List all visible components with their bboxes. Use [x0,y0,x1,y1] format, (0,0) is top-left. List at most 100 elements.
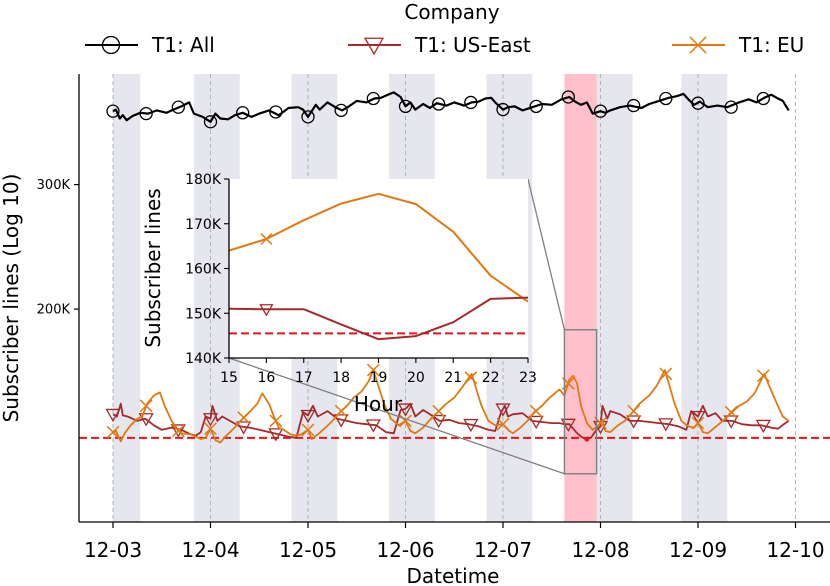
inset-x-tick-label: 19 [370,370,388,386]
inset-y-axis-label: Subscriber lines [141,188,165,347]
inset-x-tick-label: 16 [257,370,275,386]
series-marker-2 [724,405,738,419]
x-tick-label: 12-09 [669,538,727,562]
inset-x-tick-label: 21 [444,370,462,386]
legend-label-1: T1: US-East [414,33,531,57]
series-marker-1 [236,421,252,435]
series-marker-0 [561,90,575,104]
series-marker-2 [171,424,185,438]
legend-marker-1 [363,37,385,56]
inset-series-line-1 [229,296,528,341]
inset-series-group [229,192,528,341]
inset-series-marker-0 [260,233,273,245]
series-marker-2 [204,422,217,436]
zoom-connector [228,357,565,475]
zoom-box [563,329,598,475]
series-marker-0 [724,100,738,114]
series-marker-1 [626,415,642,429]
series-marker-2 [432,404,446,418]
series-marker-2 [334,404,348,418]
series-marker-0 [496,102,510,117]
series-marker-2 [301,423,315,437]
x-axis-label: Datetime [407,564,500,586]
series-marker-0 [171,100,185,114]
series-marker-2 [106,425,120,439]
inset-series-marker-1 [259,304,274,317]
series-marker-1 [431,414,447,429]
series-marker-1 [202,413,219,427]
x-tick-label: 12-03 [84,538,142,562]
inset-x-tick-label: 20 [407,370,425,386]
series-marker-0 [236,106,250,120]
series-marker-1 [300,409,316,424]
series-marker-2 [659,367,673,381]
series-marker-2 [366,363,380,377]
main-series-group [105,90,790,444]
inset-y-tick-label: 170K [185,217,222,233]
series-marker-0 [269,105,283,119]
series-marker-0 [398,99,413,114]
series-marker-1 [170,424,186,438]
legend-marker-0 [101,35,121,55]
series-marker-0 [691,96,705,110]
series-marker-1 [333,414,349,428]
series-marker-1 [397,403,414,417]
series-marker-0 [139,106,153,121]
series-marker-2 [496,417,510,431]
series-marker-2 [627,404,641,418]
inset-x-axis-label: Hour [354,392,403,416]
inset-series-line-0 [229,192,528,303]
x-tick-label: 12-05 [279,538,337,562]
legend-marker-2 [689,36,707,54]
series-marker-2 [237,411,251,424]
anomaly-point [584,436,590,442]
inset-y-tick-label: 150K [185,306,222,322]
series-marker-0 [529,99,543,114]
series-marker-0 [464,95,478,110]
series-marker-2 [464,371,478,385]
y-tick-label: 300K [37,178,71,193]
legend-label-2: T1: EU [738,33,804,57]
series-marker-1 [365,419,381,433]
series-marker-1 [105,408,121,423]
x-tick-label: 12-07 [474,538,532,562]
series-marker-1 [495,403,511,417]
series-marker-2 [139,399,153,413]
series-marker-1 [723,415,739,429]
series-marker-1 [268,428,284,442]
legend-title: Company [404,0,499,24]
series-marker-0 [106,104,120,118]
inset-group: 15 16 17 18 19 20 21 22 23 140K 150K 160K 170K 180K Ho… [141,172,537,416]
inset-x-tick-label: 17 [295,370,313,386]
series-marker-0 [203,115,218,129]
legend-label-0: T1: All [151,33,215,57]
series-marker-2 [269,414,283,428]
series-marker-1 [690,410,706,425]
inset-x-tick-label: 18 [332,370,350,386]
series-line-1 [112,402,790,440]
series-marker-0 [659,91,673,106]
series-marker-0 [366,91,380,106]
series-marker-0 [627,98,641,113]
series-marker-0 [334,103,348,118]
series-marker-0 [301,110,315,124]
x-tick-label: 12-06 [376,538,434,562]
inset-y-tick-label: 140K [185,351,222,367]
series-marker-2 [529,404,543,418]
inset-x-tick-label: 22 [482,370,500,386]
series-marker-1 [755,419,771,434]
series-marker-1 [528,415,544,430]
series-marker-0 [593,104,608,118]
x-tick-label: 12-10 [766,538,824,562]
inset-y-tick-label: 180K [185,172,222,188]
inset-x-tick-label: 23 [519,370,537,386]
x-tick-label: 12-08 [571,538,629,562]
inset-x-tick-label: 15 [220,370,238,386]
series-marker-0 [756,91,770,106]
series-marker-0 [431,97,446,111]
weekend-band [113,74,141,522]
y-tick-label: 200K [37,303,71,318]
series-line-2 [112,369,790,444]
